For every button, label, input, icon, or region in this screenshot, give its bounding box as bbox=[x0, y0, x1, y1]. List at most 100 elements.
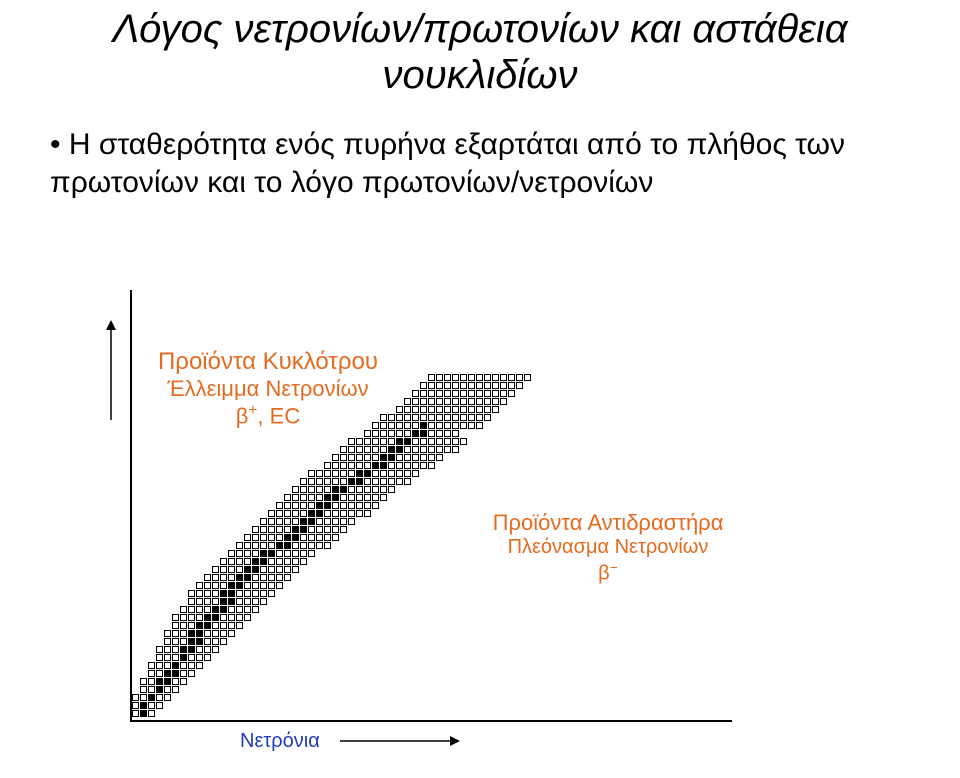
nuclide-unstable bbox=[428, 438, 435, 445]
nuclide-unstable bbox=[268, 558, 275, 565]
nuclide-stable bbox=[252, 558, 259, 565]
nuclide-unstable bbox=[500, 382, 507, 389]
nuclide-unstable bbox=[420, 390, 427, 397]
nuclide-unstable bbox=[180, 606, 187, 613]
nuclide-unstable bbox=[364, 486, 371, 493]
nuclide-row bbox=[340, 446, 460, 453]
nuclide-unstable bbox=[412, 398, 419, 405]
nuclide-row bbox=[292, 486, 396, 493]
nuclide-unstable bbox=[356, 462, 363, 469]
nuclide-unstable bbox=[188, 622, 195, 629]
nuclide-stable bbox=[308, 510, 315, 517]
nuclide-unstable bbox=[364, 462, 371, 469]
nuclide-unstable bbox=[260, 582, 267, 589]
nuclide-unstable bbox=[372, 430, 379, 437]
nuclide-unstable bbox=[156, 702, 163, 709]
nuclide-row bbox=[412, 390, 516, 397]
nuclide-unstable bbox=[468, 382, 475, 389]
nuclide-stable bbox=[292, 534, 299, 541]
nuclide-unstable bbox=[436, 406, 443, 413]
nuclide-stable bbox=[348, 478, 355, 485]
reactor-annotation: Προϊόντα Αντιδραστήρα Πλεόνασμα Νετρονίω… bbox=[468, 510, 748, 586]
nuclide-unstable bbox=[420, 398, 427, 405]
nuclide-row bbox=[164, 638, 228, 645]
nuclide-stable bbox=[236, 574, 243, 581]
nuclide-unstable bbox=[404, 422, 411, 429]
nuclide-unstable bbox=[148, 686, 155, 693]
nuclide-unstable bbox=[212, 622, 219, 629]
nuclide-unstable bbox=[292, 550, 299, 557]
nuclide-row bbox=[252, 526, 348, 533]
nuclide-stable bbox=[332, 486, 339, 493]
nuclide-row bbox=[244, 534, 340, 541]
nuclide-unstable bbox=[444, 438, 451, 445]
nuclide-unstable bbox=[284, 526, 291, 533]
nuclide-unstable bbox=[460, 398, 467, 405]
nuclide-unstable bbox=[292, 518, 299, 525]
nuclide-stable bbox=[396, 446, 403, 453]
nuclide-stable bbox=[156, 686, 163, 693]
nuclide-unstable bbox=[444, 398, 451, 405]
nuclide-unstable bbox=[228, 622, 235, 629]
nuclide-unstable bbox=[220, 622, 227, 629]
nuclide-unstable bbox=[436, 414, 443, 421]
nuclide-unstable bbox=[228, 558, 235, 565]
nuclide-unstable bbox=[140, 694, 147, 701]
nuclide-unstable bbox=[468, 422, 475, 429]
nuclide-row bbox=[372, 422, 484, 429]
nuclide-unstable bbox=[188, 614, 195, 621]
nuclide-unstable bbox=[244, 558, 251, 565]
nuclide-unstable bbox=[436, 454, 443, 461]
nuclide-unstable bbox=[468, 390, 475, 397]
nuclide-unstable bbox=[404, 446, 411, 453]
nuclide-unstable bbox=[292, 542, 299, 549]
nuclide-unstable bbox=[452, 382, 459, 389]
nuclide-unstable bbox=[140, 686, 147, 693]
nuclide-unstable bbox=[324, 470, 331, 477]
nuclide-unstable bbox=[340, 462, 347, 469]
nuclide-unstable bbox=[412, 462, 419, 469]
nuclide-unstable bbox=[356, 502, 363, 509]
nuclide-unstable bbox=[164, 694, 171, 701]
nuclide-unstable bbox=[252, 590, 259, 597]
nuclide-unstable bbox=[452, 414, 459, 421]
nuclide-unstable bbox=[316, 534, 323, 541]
nuclide-unstable bbox=[260, 590, 267, 597]
nuclide-unstable bbox=[380, 422, 387, 429]
nuclide-unstable bbox=[308, 486, 315, 493]
nuclide-row bbox=[260, 518, 356, 525]
nuclide-unstable bbox=[300, 502, 307, 509]
reactor-line3: β− bbox=[468, 559, 748, 586]
nuclide-unstable bbox=[356, 438, 363, 445]
nuclide-unstable bbox=[212, 646, 219, 653]
nuclide-unstable bbox=[276, 518, 283, 525]
nuclide-unstable bbox=[252, 598, 259, 605]
nuclide-unstable bbox=[428, 398, 435, 405]
nuclide-unstable bbox=[324, 542, 331, 549]
nuclide-row bbox=[172, 614, 252, 621]
nuclide-unstable bbox=[412, 438, 419, 445]
nuclide-unstable bbox=[228, 550, 235, 557]
nuclide-unstable bbox=[284, 510, 291, 517]
nuclide-unstable bbox=[156, 694, 163, 701]
nuclide-unstable bbox=[268, 510, 275, 517]
nuclide-unstable bbox=[132, 710, 139, 717]
nuclide-unstable bbox=[380, 470, 387, 477]
nuclide-unstable bbox=[188, 662, 195, 669]
nuclide-unstable bbox=[164, 686, 171, 693]
nuclide-stable bbox=[324, 494, 331, 501]
nuclide-stable bbox=[380, 454, 387, 461]
nuclide-unstable bbox=[172, 646, 179, 653]
nuclide-unstable bbox=[492, 398, 499, 405]
reactor-line1: Προϊόντα Αντιδραστήρα bbox=[468, 510, 748, 536]
nuclide-unstable bbox=[292, 566, 299, 573]
nuclide-unstable bbox=[516, 374, 523, 381]
nuclide-unstable bbox=[500, 390, 507, 397]
nuclide-unstable bbox=[284, 494, 291, 501]
nuclide-unstable bbox=[460, 382, 467, 389]
nuclide-row bbox=[172, 622, 244, 629]
nuclide-unstable bbox=[236, 550, 243, 557]
nuclide-unstable bbox=[444, 414, 451, 421]
nuclide-unstable bbox=[428, 406, 435, 413]
nuclide-unstable bbox=[276, 502, 283, 509]
